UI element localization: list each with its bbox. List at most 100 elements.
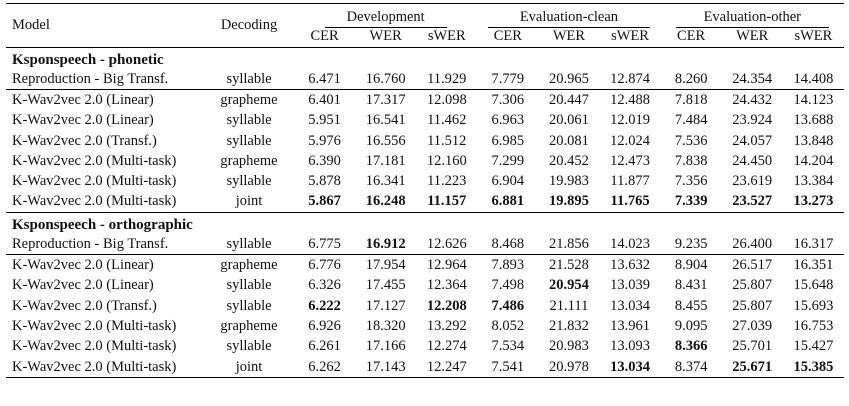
metric-value-cell: 25.671 bbox=[721, 356, 783, 379]
metric-value-cell: 14.204 bbox=[793, 152, 834, 169]
metric-value-cell: 6.262 bbox=[294, 356, 356, 379]
metric-value-cell: 11.929 bbox=[427, 70, 467, 87]
metric-value-cell: 12.874 bbox=[610, 70, 650, 87]
decoding-cell: syllable bbox=[226, 173, 272, 190]
header-metric: CER bbox=[677, 28, 706, 44]
metric-value-cell: 25.807 bbox=[732, 277, 773, 294]
metric-value-cell: 11.877 bbox=[610, 173, 650, 190]
metric-value-cell: 5.951 bbox=[308, 112, 341, 129]
section-title: Ksponspeech - orthographic bbox=[6, 212, 844, 235]
metric-value-cell: 7.484 bbox=[674, 112, 708, 129]
table-row: Reproduction - Big Transf. syllable 6.471 1… bbox=[6, 69, 844, 90]
metric-value-cell: 6.776 bbox=[294, 254, 356, 276]
table-row: K-Wav2vec 2.0 (Linear) syllable 5.951 16.54… bbox=[6, 111, 844, 131]
metric-value-cell: 7.486 bbox=[491, 297, 525, 314]
metric-value-cell: 11.157 bbox=[427, 193, 467, 210]
results-table: Model Decoding Development Evaluation-cl… bbox=[6, 3, 844, 379]
decoding-cell: syllable bbox=[226, 132, 272, 149]
table-row: K-Wav2vec 2.0 (Multi-task) grapheme 6.390 1… bbox=[6, 151, 844, 171]
metric-value-cell: 11.462 bbox=[427, 112, 467, 129]
metric-value-cell: 13.848 bbox=[793, 132, 834, 149]
metric-value-cell: 16.341 bbox=[365, 173, 406, 190]
metric-value-cell: 20.965 bbox=[549, 70, 589, 87]
metric-value-cell: 6.963 bbox=[491, 112, 525, 129]
metric-value-cell: 15.648 bbox=[793, 277, 834, 294]
metric-value-cell: 12.274 bbox=[426, 338, 467, 355]
metric-value-cell: 20.081 bbox=[549, 132, 589, 149]
metric-value-cell: 21.111 bbox=[549, 297, 589, 314]
metric-value-cell: 14.123 bbox=[782, 89, 844, 111]
metric-value-cell: 15.427 bbox=[793, 338, 834, 355]
table-row: K-Wav2vec 2.0 (Multi-task) joint 6.262 17.1… bbox=[6, 356, 844, 379]
decoding-cell: grapheme bbox=[204, 254, 295, 276]
metric-value-cell: 12.473 bbox=[610, 152, 650, 169]
table-row: K-Wav2vec 2.0 (Transf.) syllable 6.222 17.1… bbox=[6, 296, 844, 316]
metric-value-cell: 20.447 bbox=[538, 89, 600, 111]
metric-value-cell: 13.093 bbox=[610, 338, 650, 355]
metric-value-cell: 7.356 bbox=[674, 173, 708, 190]
model-cell: K-Wav2vec 2.0 (Multi-task) bbox=[12, 317, 177, 334]
metric-value-cell: 12.488 bbox=[599, 89, 661, 111]
metric-value-cell: 12.024 bbox=[610, 132, 650, 149]
metric-value-cell: 23.924 bbox=[732, 112, 773, 129]
decoding-cell: syllable bbox=[226, 297, 272, 314]
metric-value-cell: 9.235 bbox=[674, 235, 708, 252]
metric-value-cell: 21.856 bbox=[549, 235, 589, 252]
metric-value-cell: 24.057 bbox=[732, 132, 773, 149]
header-metric: sWER bbox=[611, 28, 649, 44]
metric-value-cell: 6.926 bbox=[308, 317, 341, 334]
metric-value-cell: 7.534 bbox=[491, 338, 525, 355]
metric-value-cell: 11.223 bbox=[427, 173, 467, 190]
metric-value-cell: 12.964 bbox=[416, 254, 478, 276]
model-cell: K-Wav2vec 2.0 (Linear) bbox=[6, 254, 205, 276]
decoding-cell: joint bbox=[204, 356, 295, 379]
metric-value-cell: 14.408 bbox=[793, 70, 834, 87]
metric-value-cell: 7.536 bbox=[674, 132, 708, 149]
metric-value-cell: 8.366 bbox=[674, 338, 708, 355]
metric-value-cell: 12.019 bbox=[610, 112, 650, 129]
results-body: Ksponspeech - phonetic Reproduction - Big… bbox=[6, 48, 844, 379]
metric-value-cell: 12.626 bbox=[426, 235, 467, 252]
metric-value-cell: 6.326 bbox=[308, 277, 341, 294]
decoding-cell: syllable bbox=[226, 235, 272, 252]
metric-value-cell: 25.701 bbox=[732, 338, 773, 355]
metric-value-cell: 16.248 bbox=[365, 193, 406, 210]
metric-value-cell: 21.832 bbox=[549, 317, 589, 334]
metric-value-cell: 11.512 bbox=[427, 132, 467, 149]
metric-value-cell: 13.039 bbox=[610, 277, 650, 294]
table-row: K-Wav2vec 2.0 (Multi-task) syllable 5.878 1… bbox=[6, 171, 844, 191]
header-model: Model bbox=[12, 17, 50, 33]
model-cell: K-Wav2vec 2.0 (Transf.) bbox=[12, 297, 157, 314]
metric-value-cell: 5.878 bbox=[308, 173, 341, 190]
metric-value-cell: 13.034 bbox=[610, 297, 650, 314]
metric-value-cell: 20.061 bbox=[549, 112, 589, 129]
metric-value-cell: 5.867 bbox=[308, 193, 341, 210]
metric-value-cell: 7.779 bbox=[491, 70, 525, 87]
metric-value-cell: 15.693 bbox=[793, 297, 834, 314]
model-cell: K-Wav2vec 2.0 (Linear) bbox=[12, 277, 154, 294]
table-row: K-Wav2vec 2.0 (Linear) grapheme 6.776 17.95… bbox=[6, 254, 844, 276]
metric-value-cell: 13.273 bbox=[793, 193, 834, 210]
section-title: Ksponspeech - phonetic bbox=[12, 52, 164, 68]
metric-value-cell: 12.208 bbox=[426, 297, 467, 314]
header-metric: CER bbox=[493, 28, 522, 44]
metric-value-cell: 14.023 bbox=[610, 235, 650, 252]
header-metric: CER bbox=[310, 28, 339, 44]
metric-value-cell: 20.954 bbox=[549, 277, 589, 294]
model-cell: K-Wav2vec 2.0 (Linear) bbox=[6, 89, 205, 111]
model-cell: K-Wav2vec 2.0 (Transf.) bbox=[12, 132, 157, 149]
metric-value-cell: 8.455 bbox=[674, 297, 708, 314]
metric-value-cell: 8.904 bbox=[660, 254, 722, 276]
metric-value-cell: 27.039 bbox=[732, 317, 773, 334]
metric-value-cell: 17.143 bbox=[355, 356, 417, 379]
metric-value-cell: 16.317 bbox=[793, 235, 834, 252]
metric-value-cell: 7.893 bbox=[477, 254, 539, 276]
metric-value-cell: 12.364 bbox=[426, 277, 467, 294]
metric-value-cell: 24.450 bbox=[732, 152, 773, 169]
model-cell: K-Wav2vec 2.0 (Multi-task) bbox=[12, 338, 177, 355]
metric-value-cell: 19.895 bbox=[549, 193, 589, 210]
metric-value-cell: 17.181 bbox=[365, 152, 406, 169]
results-table-container: Model Decoding Development Evaluation-cl… bbox=[6, 3, 844, 379]
decoding-cell: syllable bbox=[226, 70, 272, 87]
section-header-row: Ksponspeech - phonetic bbox=[6, 48, 844, 70]
